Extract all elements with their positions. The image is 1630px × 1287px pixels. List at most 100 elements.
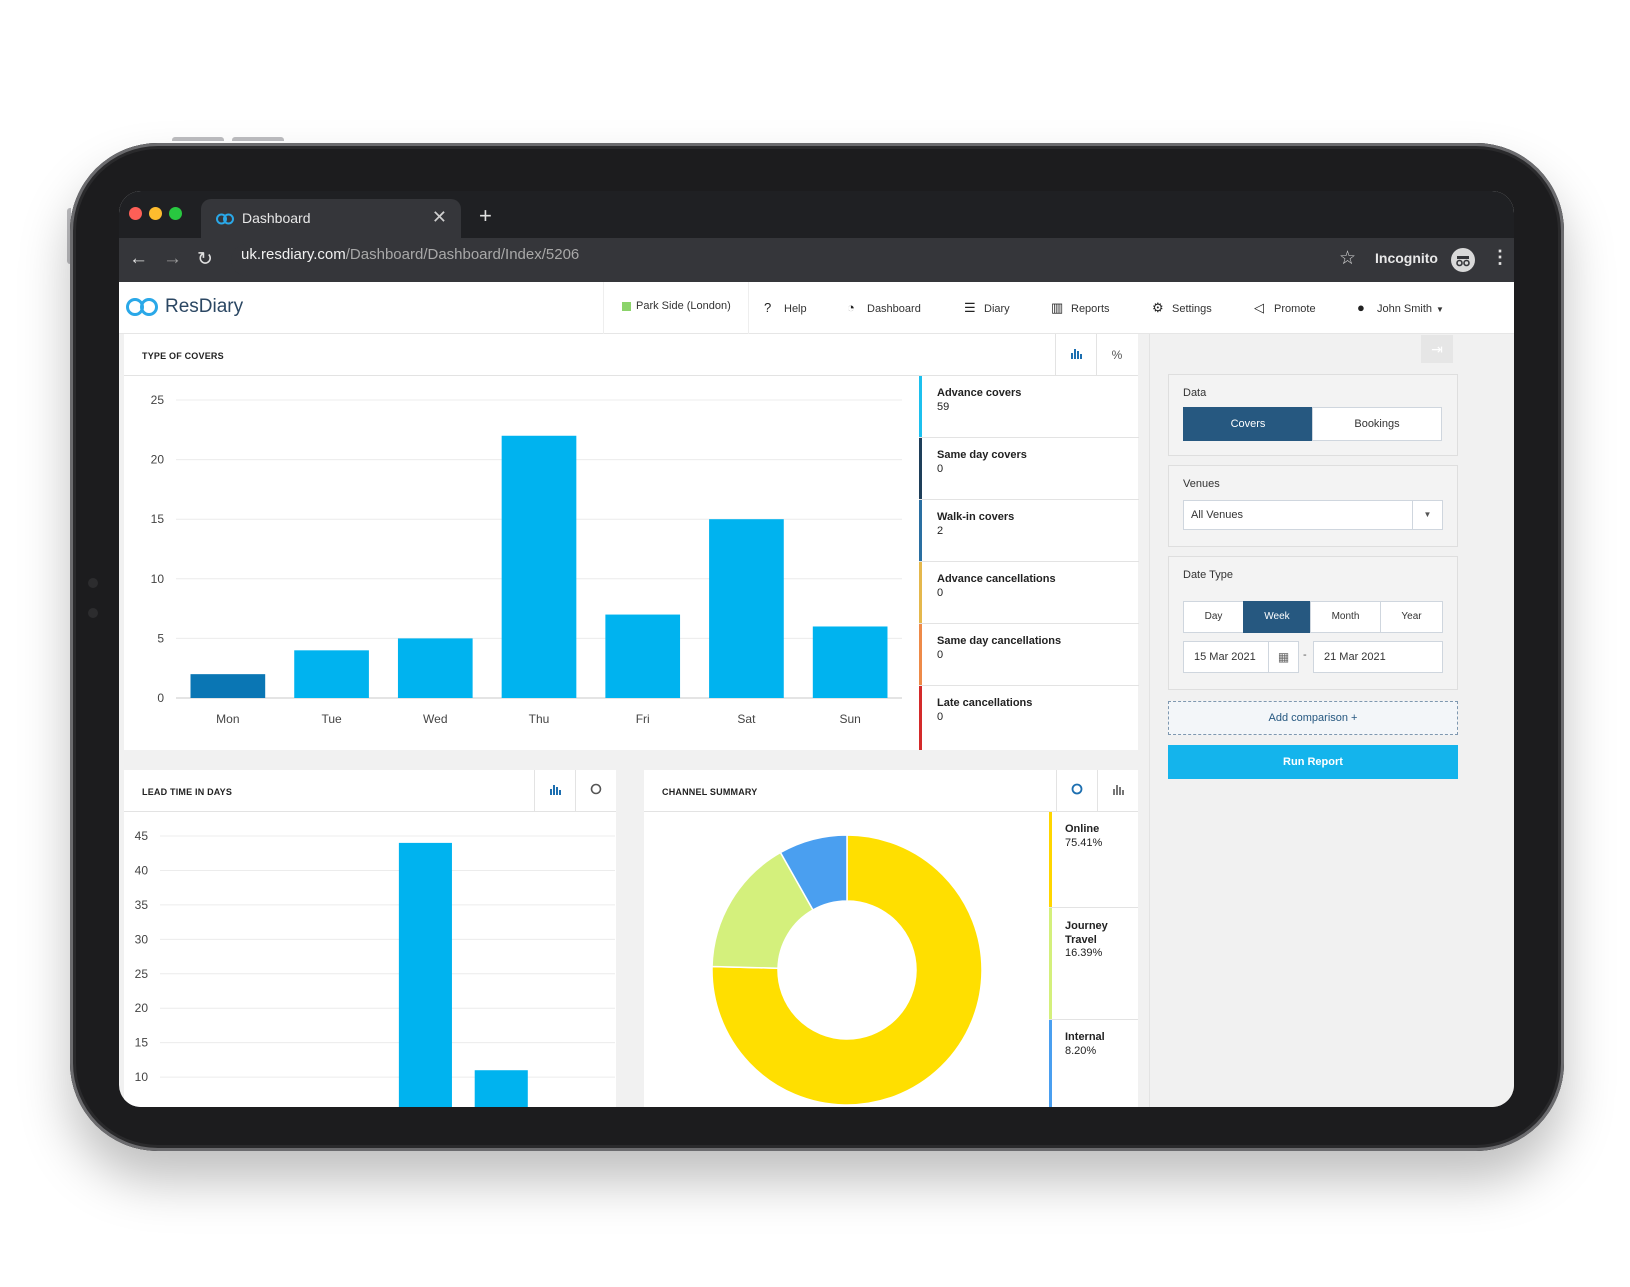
close-tab-icon[interactable]: ✕ xyxy=(431,207,447,227)
donut-chart-toggle-icon[interactable] xyxy=(575,770,616,812)
x-tick-label: Fri xyxy=(636,712,650,726)
y-tick-label: 5 xyxy=(157,631,164,645)
legend-label: Online xyxy=(1065,823,1100,835)
nav-reports[interactable]: ▥ Reports xyxy=(1051,300,1110,315)
reports-icon: ▥ xyxy=(1051,300,1064,315)
type-of-covers-panel: TYPE OF COVERS % 0 5 10 15 20 25 Mon Tue Wed Thu F… xyxy=(124,334,1139,750)
date-from-value: 15 Mar 2021 xyxy=(1194,651,1256,663)
run-report-button[interactable]: Run Report xyxy=(1168,745,1458,779)
maximize-window-icon[interactable] xyxy=(169,207,182,220)
bar-chart-toggle-icon[interactable] xyxy=(1097,770,1138,812)
browser-addressbar: ← → ↻ uk.resdiary.com/Dashboard/Dashboar… xyxy=(119,238,1514,282)
venues-label: Venues xyxy=(1183,478,1220,490)
collapse-sidebar-icon[interactable]: ⇥ xyxy=(1421,335,1453,363)
bar-chart-toggle-icon[interactable] xyxy=(1055,334,1096,376)
bookings-toggle[interactable]: Bookings xyxy=(1312,407,1442,441)
date-type-year[interactable]: Year xyxy=(1380,601,1443,633)
date-type-group: Date Type Day Week Month Year 15 Mar 202… xyxy=(1168,556,1458,690)
forward-icon[interactable]: → xyxy=(163,248,182,269)
tab-title: Dashboard xyxy=(242,210,311,226)
venue-selector[interactable]: Park Side (London) xyxy=(603,282,749,334)
date-to-value: 21 Mar 2021 xyxy=(1324,651,1386,663)
channel-summary-panel: CHANNEL SUMMARY Online 75.41% Journey Tr… xyxy=(644,770,1138,1107)
lead-time-bar-chart: 5 10 15 20 25 30 35 40 45 xyxy=(135,829,615,1107)
minimize-window-icon[interactable] xyxy=(149,207,162,220)
legend-color xyxy=(1049,1020,1052,1107)
nav-dashboard[interactable]: ◔ Dashboard xyxy=(847,300,921,315)
bookmark-star-icon[interactable]: ☆ xyxy=(1339,248,1357,269)
y-tick-label: 0 xyxy=(157,691,164,705)
url-text[interactable]: uk.resdiary.com/Dashboard/Dashboard/Inde… xyxy=(241,246,580,263)
legend-item[interactable]: Advance covers 59 xyxy=(919,376,1139,438)
y-tick-label: 20 xyxy=(151,453,165,467)
nav-diary[interactable]: ☰ Diary xyxy=(964,300,1010,315)
y-tick-label: 15 xyxy=(135,1036,149,1050)
bar-wed xyxy=(397,638,473,698)
date-type-day[interactable]: Day xyxy=(1183,601,1244,633)
back-icon[interactable]: ← xyxy=(129,248,148,269)
tablet-top-button xyxy=(172,137,224,141)
legend-item[interactable]: Walk-in covers 2 xyxy=(919,500,1139,562)
legend-value: 0 xyxy=(937,711,944,723)
browser-tabbar: Dashboard ✕ + xyxy=(119,191,1514,238)
percent-toggle-button[interactable]: % xyxy=(1096,334,1137,376)
date-separator: - xyxy=(1303,649,1307,661)
y-tick-label: 10 xyxy=(135,1070,149,1084)
gear-icon: ⚙ xyxy=(1152,300,1164,315)
covers-toggle[interactable]: Covers xyxy=(1183,407,1313,441)
date-to-input[interactable]: 21 Mar 2021 xyxy=(1313,641,1443,673)
new-tab-icon[interactable]: + xyxy=(479,203,492,228)
data-label: Data xyxy=(1183,387,1207,399)
legend-label: Late cancellations xyxy=(937,697,1033,709)
panel-header: LEAD TIME IN DAYS xyxy=(124,770,616,812)
nav-help[interactable]: ? Help xyxy=(764,300,807,315)
legend-item[interactable]: Late cancellations 0 xyxy=(919,686,1139,750)
date-type-month[interactable]: Month xyxy=(1310,601,1381,633)
y-tick-label: 30 xyxy=(135,932,149,946)
bar xyxy=(398,842,452,1107)
panel-title: LEAD TIME IN DAYS xyxy=(142,787,233,797)
donut-chart-toggle-icon[interactable] xyxy=(1056,770,1097,812)
nav-promote[interactable]: ◁ Promote xyxy=(1254,300,1316,315)
legend-item[interactable]: Internal 8.20% xyxy=(1049,1020,1138,1107)
channel-donut-chart xyxy=(711,834,983,1106)
lead-time-panel: LEAD TIME IN DAYS 5 10 15 20 25 30 35 40 45 xyxy=(124,770,616,1107)
calendar-icon[interactable]: ▦ xyxy=(1268,642,1298,672)
legend-item[interactable]: Journey Travel 16.39% xyxy=(1049,908,1138,1020)
nav-user-menu[interactable]: ● John Smith ▼ xyxy=(1357,300,1444,315)
legend-color xyxy=(919,562,922,623)
add-comparison-button[interactable]: Add comparison + xyxy=(1168,701,1458,735)
legend-value: 0 xyxy=(937,463,944,475)
legend-label: Walk-in covers xyxy=(937,511,1015,523)
help-icon: ? xyxy=(764,300,772,315)
legend-color xyxy=(919,500,922,561)
bar-mon xyxy=(190,674,266,698)
legend-value: 0 xyxy=(937,587,944,599)
y-tick-label: 20 xyxy=(135,1001,149,1015)
legend-color xyxy=(1049,908,1052,1019)
venues-select[interactable]: All Venues ▼ xyxy=(1183,500,1443,530)
date-from-input[interactable]: 15 Mar 2021 ▦ xyxy=(1183,641,1299,673)
date-type-week[interactable]: Week xyxy=(1243,601,1311,633)
incognito-icon[interactable] xyxy=(1451,248,1475,272)
panel-title: TYPE OF COVERS xyxy=(142,351,224,361)
reload-icon[interactable]: ↻ xyxy=(197,249,213,270)
legend-item[interactable]: Same day cancellations 0 xyxy=(919,624,1139,686)
legend-item[interactable]: Advance cancellations 0 xyxy=(919,562,1139,624)
nav-settings[interactable]: ⚙ Settings xyxy=(1152,300,1212,315)
close-window-icon[interactable] xyxy=(129,207,142,220)
legend-item[interactable]: Same day covers 0 xyxy=(919,438,1139,500)
y-tick-label: 45 xyxy=(135,829,149,843)
browser-menu-icon[interactable]: ⋮ xyxy=(1491,247,1509,267)
chevron-down-icon[interactable]: ▼ xyxy=(1412,501,1442,529)
tablet-side-button xyxy=(67,208,71,264)
x-tick-label: Mon xyxy=(216,712,239,726)
browser-tab[interactable]: Dashboard ✕ xyxy=(201,199,461,238)
diary-icon: ☰ xyxy=(964,300,976,315)
url-field[interactable] xyxy=(231,244,1411,276)
bar-sun xyxy=(812,626,888,698)
dashboard-icon: ◔ xyxy=(847,300,855,315)
bar-chart-toggle-icon[interactable] xyxy=(534,770,575,812)
legend-item[interactable]: Online 75.41% xyxy=(1049,812,1138,908)
tablet-top-button xyxy=(232,137,284,141)
